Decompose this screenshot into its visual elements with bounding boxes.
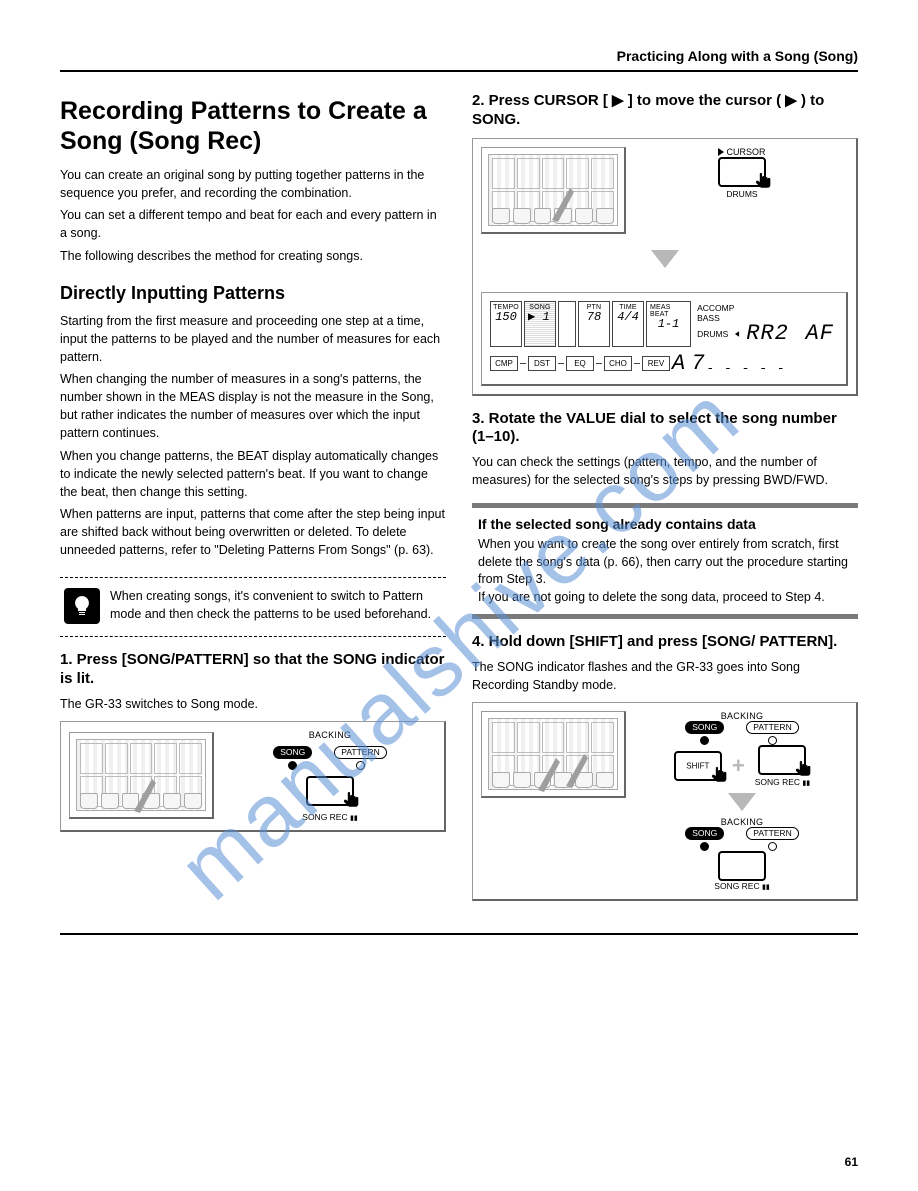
led-on-icon — [700, 736, 709, 745]
rule-bottom — [60, 933, 858, 935]
pointing-hand-icon — [752, 171, 774, 193]
hint-text: When creating songs, it's convenient to … — [110, 588, 442, 624]
pattern-pill: PATTERN — [334, 746, 386, 759]
pattern-led-off-icon — [356, 761, 365, 770]
step-1-body: The GR-33 switches to Song mode. — [60, 695, 446, 713]
step-2-heading: 2. Press CURSOR [ ▶ ] to move the cursor… — [472, 92, 858, 130]
lcd-time: TIME4/4 — [612, 301, 644, 347]
song-pill: SONG — [273, 746, 312, 759]
lcd-dashes: - - - - - — [706, 361, 785, 376]
lcd-cmp: CMP — [490, 356, 518, 371]
cursor-label: CURSOR — [718, 147, 765, 157]
callout-body: When you want to create the song over en… — [478, 536, 852, 589]
pattern-pill: PATTERN — [746, 721, 798, 734]
lcd-tracks: ACCOMP BASS DRUMS RR2 AF — [693, 301, 838, 347]
lcd-song-num: A7 — [672, 351, 704, 376]
right-column: 2. Press CURSOR [ ▶ ] to move the cursor… — [472, 78, 858, 909]
intro-p2: You can set a different tempo and beat f… — [60, 206, 446, 242]
song-led-on-icon — [288, 761, 297, 770]
figure-cursor-lcd: CURSOR DRUMS TEMPO150 SONG▶ 1 PTN78 TIME… — [472, 138, 858, 396]
device-thumb-3 — [481, 711, 626, 798]
song-pattern-button-result[interactable] — [718, 851, 766, 881]
sub1-p3: When you change patterns, the BEAT displ… — [60, 447, 446, 501]
backing-label: BACKING — [309, 730, 352, 740]
song-rec-label-1: SONG REC ▮▮ — [302, 812, 357, 822]
song-indicator: SONG — [273, 746, 312, 770]
song-rec-label-3: SONG REC ▮▮ — [714, 881, 769, 891]
lcd-meas: MEAS BEAT1-1 — [646, 301, 691, 347]
left-column: Recording Patterns to Create a Song (Son… — [60, 78, 446, 909]
callout-body-2: If you are not going to delete the song … — [478, 589, 852, 607]
page-title: Recording Patterns to Create a Song (Son… — [60, 96, 446, 156]
lcd-cho: CHO — [604, 356, 632, 371]
backing-label-2: BACKING — [721, 711, 764, 721]
step-1-heading: 1. Press [SONG/PATTERN] so that the SONG… — [60, 651, 446, 689]
led-off-icon — [768, 736, 777, 745]
intro-p1: You can create an original song by putti… — [60, 166, 446, 202]
plus-icon: + — [732, 755, 745, 777]
lcd-eq: EQ — [566, 356, 594, 371]
pattern-indicator: PATTERN — [334, 746, 386, 770]
step-3-heading: 3. Rotate the VALUE dial to select the s… — [472, 410, 858, 448]
lcd-rev: REV — [642, 356, 670, 371]
sub1-p1: Starting from the first measure and proc… — [60, 312, 446, 366]
figure-shift-songpattern: BACKING SONG PATTERN SHIFT + — [472, 702, 858, 901]
down-arrow-icon — [651, 250, 679, 268]
callout-title: If the selected song already contains da… — [478, 516, 852, 532]
backing-label-3: BACKING — [721, 817, 764, 827]
running-header: Practicing Along with a Song (Song) — [60, 48, 858, 64]
down-arrow-icon — [728, 793, 756, 811]
sub1-p4: When patterns are input, patterns that c… — [60, 505, 446, 559]
pattern-pill: PATTERN — [746, 827, 798, 840]
lcd-gap — [558, 301, 576, 347]
sub1-p2: When changing the number of measures in … — [60, 370, 446, 443]
page: manualshive.com Practicing Along with a … — [0, 0, 918, 1191]
pointing-hand-icon — [792, 759, 814, 781]
subsection-input-patterns: Directly Inputting Patterns — [60, 283, 446, 304]
pointing-hand-icon — [708, 765, 730, 787]
device-thumb-2 — [481, 147, 626, 234]
step-3-body: You can check the settings (pattern, tem… — [472, 453, 858, 489]
cursor-button-panel: CURSOR DRUMS — [636, 147, 848, 199]
hint-box: When creating songs, it's convenient to … — [60, 577, 446, 637]
rule-top — [60, 70, 858, 72]
lcd-display: TEMPO150 SONG▶ 1 PTN78 TIME4/4 MEAS BEAT… — [481, 292, 848, 386]
figure-song-button: BACKING SONG PATTERN SONG REC ▮▮ — [60, 721, 446, 832]
shift-combo-panel: BACKING SONG PATTERN SHIFT + — [636, 711, 848, 891]
lcd-dst: DST — [528, 356, 556, 371]
song-pill: SONG — [685, 827, 724, 840]
lcd-tempo: TEMPO150 — [490, 301, 522, 347]
lcd-song: SONG▶ 1 — [524, 301, 556, 347]
callout-song-contains-data: If the selected song already contains da… — [472, 503, 858, 619]
lightbulb-icon — [64, 588, 100, 624]
device-thumb-1 — [69, 732, 214, 819]
backing-panel-1: BACKING SONG PATTERN SONG REC ▮▮ — [224, 730, 436, 822]
step-4-heading: 4. Hold down [SHIFT] and press [SONG/ PA… — [472, 633, 858, 652]
step-4-body: The SONG indicator flashes and the GR-33… — [472, 658, 858, 694]
intro-p3: The following describes the method for c… — [60, 247, 446, 265]
led-off-icon — [768, 842, 777, 851]
led-on-icon — [700, 842, 709, 851]
song-pill: SONG — [685, 721, 724, 734]
pointing-hand-icon — [340, 790, 362, 812]
page-number: 61 — [845, 1155, 858, 1169]
lcd-ptn: PTN78 — [578, 301, 610, 347]
